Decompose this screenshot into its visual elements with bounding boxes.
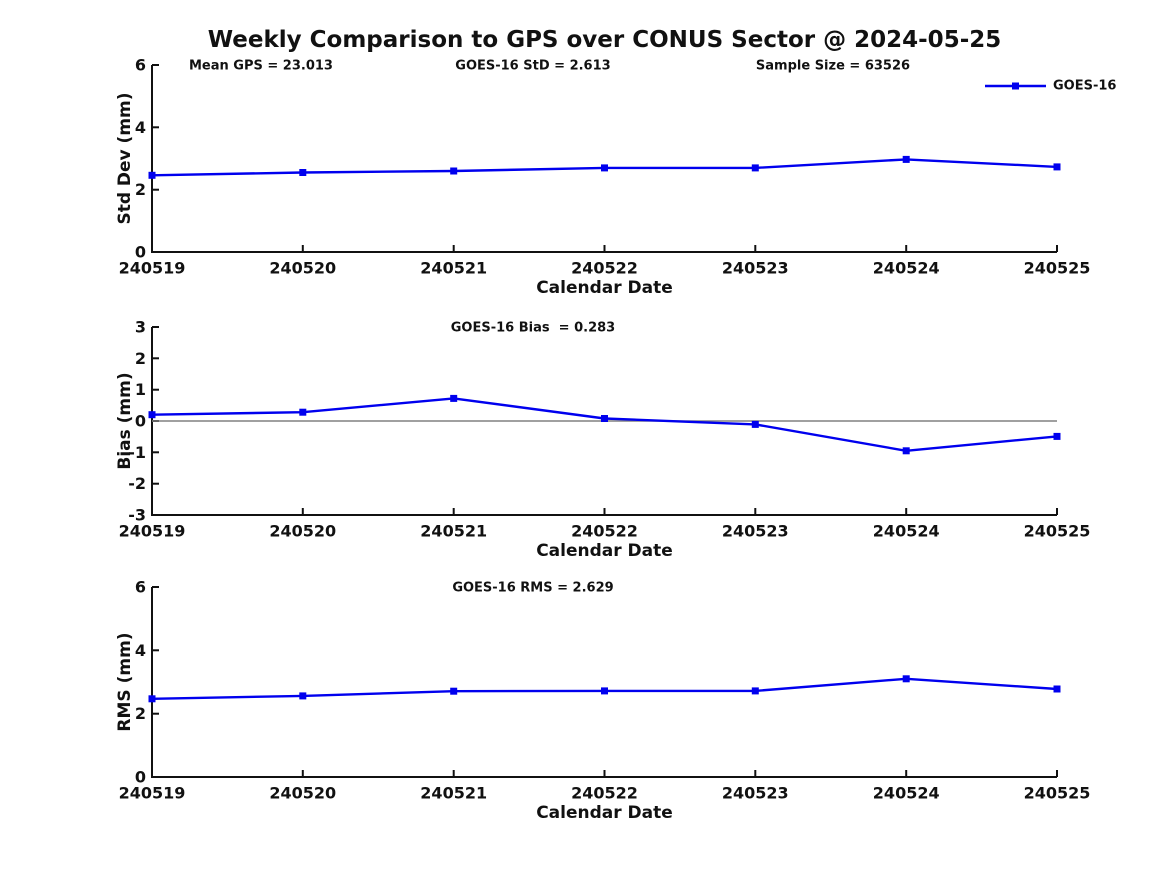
rms-data-point-marker — [450, 687, 458, 695]
std-dev-x-axis-label: Calendar Date — [536, 278, 673, 298]
bias-data-point-marker — [902, 447, 910, 455]
rms-data-point-marker — [751, 687, 759, 695]
std-dev-x-tick-label: 240522 — [571, 259, 638, 278]
std-dev-data-point-marker — [299, 169, 307, 176]
rms-x-tick-label: 240521 — [420, 784, 487, 803]
rms-data-point-marker — [601, 687, 608, 695]
std-dev-x-tick-label: 240525 — [1024, 259, 1091, 278]
legend: GOES-16 — [985, 79, 1116, 94]
std-dev-data-point-marker — [902, 155, 910, 163]
std-dev-x-tick-label: 240519 — [119, 259, 186, 278]
bias-annotation: GOES-16 Bias = 0.283 — [451, 321, 615, 336]
std-dev-y-axis-label: Std Dev (mm) — [115, 92, 135, 224]
bias-x-tick-label: 240521 — [420, 522, 487, 541]
bias-y-tick-label: 0 — [135, 412, 146, 431]
rms-y-tick-label: 4 — [135, 641, 146, 660]
std-dev-data-point-marker — [148, 171, 156, 179]
bias-y-tick-label: -2 — [128, 474, 146, 493]
std-dev-axes-spines — [151, 65, 1057, 253]
rms-y-tick-label: 2 — [135, 704, 146, 723]
subplot-std-dev: 0 2 4 6 240519 240520 240521 240522 240523 240524… — [115, 56, 1116, 299]
bias-x-tick-label: 240523 — [722, 522, 789, 541]
figure-title: Weekly Comparison to GPS over CONUS Sect… — [207, 27, 1002, 53]
rms-data-point-marker — [299, 692, 307, 700]
std-dev-y-tick-label: 4 — [135, 118, 146, 137]
bias-data-point-marker — [1053, 432, 1061, 440]
bias-y-tick-label: 1 — [135, 380, 146, 399]
std-dev-annotation: Sample Size = 63526 — [756, 59, 910, 74]
std-dev-data-point-marker — [1053, 163, 1061, 171]
bias-y-tick-label: -3 — [128, 506, 146, 525]
legend-label: GOES-16 — [1053, 79, 1116, 94]
std-dev-data-point-marker — [751, 164, 759, 172]
bias-data-point-marker — [601, 415, 608, 422]
bias-y-tick-label: 3 — [135, 318, 146, 337]
rms-x-tick-label: 240519 — [119, 784, 186, 803]
bias-x-tick-label: 240522 — [571, 522, 638, 541]
bias-x-tick-label: 240519 — [119, 522, 186, 541]
rms-y-tick-label: 0 — [135, 768, 146, 787]
bias-x-tick-label: 240525 — [1024, 522, 1091, 541]
std-dev-x-tick-label: 240523 — [722, 259, 789, 278]
rms-data-point-marker — [1053, 685, 1061, 693]
std-dev-data-point-marker — [450, 167, 458, 175]
bias-x-tick-label: 240520 — [269, 522, 336, 541]
bias-x-axis-label: Calendar Date — [536, 541, 673, 561]
bias-data-line — [151, 397, 1058, 452]
rms-annotation: GOES-16 RMS = 2.629 — [452, 581, 613, 596]
subplot-rms: 0 2 4 6 240519 240520 240521 240522 240523 240524… — [115, 578, 1090, 824]
std-dev-x-tick-label: 240521 — [420, 259, 487, 278]
std-dev-y-tick-label: 6 — [135, 56, 146, 75]
rms-x-tick-label: 240523 — [722, 784, 789, 803]
std-dev-y-tick-label: 0 — [135, 243, 146, 262]
rms-data-point-marker — [148, 695, 156, 703]
bias-y-tick-label: 2 — [135, 349, 146, 368]
bias-data-point-marker — [299, 408, 307, 416]
std-dev-y-tick-label: 2 — [135, 180, 146, 199]
bias-data-point-marker — [148, 411, 156, 419]
std-dev-x-tick-label: 240520 — [269, 259, 336, 278]
legend-marker-sample — [1012, 82, 1019, 90]
bias-y-axis-label: Bias (mm) — [115, 372, 135, 469]
rms-x-tick-label: 240524 — [873, 784, 940, 803]
std-dev-annotation: Mean GPS = 23.013 — [189, 59, 333, 74]
bias-data-point-marker — [450, 394, 458, 402]
rms-x-tick-label: 240525 — [1024, 784, 1091, 803]
bias-y-tick-label: -1 — [128, 443, 146, 462]
std-dev-data-point-marker — [601, 164, 608, 172]
std-dev-x-tick-label: 240524 — [873, 259, 940, 278]
std-dev-annotation: GOES-16 StD = 2.613 — [455, 59, 610, 74]
rms-x-tick-label: 240522 — [571, 784, 638, 803]
rms-axes-spines — [151, 587, 1057, 778]
rms-data-point-marker — [902, 675, 910, 683]
rms-x-axis-label: Calendar Date — [536, 803, 673, 823]
bias-data-point-marker — [751, 420, 759, 428]
rms-y-tick-label: 6 — [135, 578, 146, 597]
rms-x-tick-label: 240520 — [269, 784, 336, 803]
rms-y-axis-label: RMS (mm) — [115, 632, 135, 731]
bias-x-tick-label: 240524 — [873, 522, 940, 541]
